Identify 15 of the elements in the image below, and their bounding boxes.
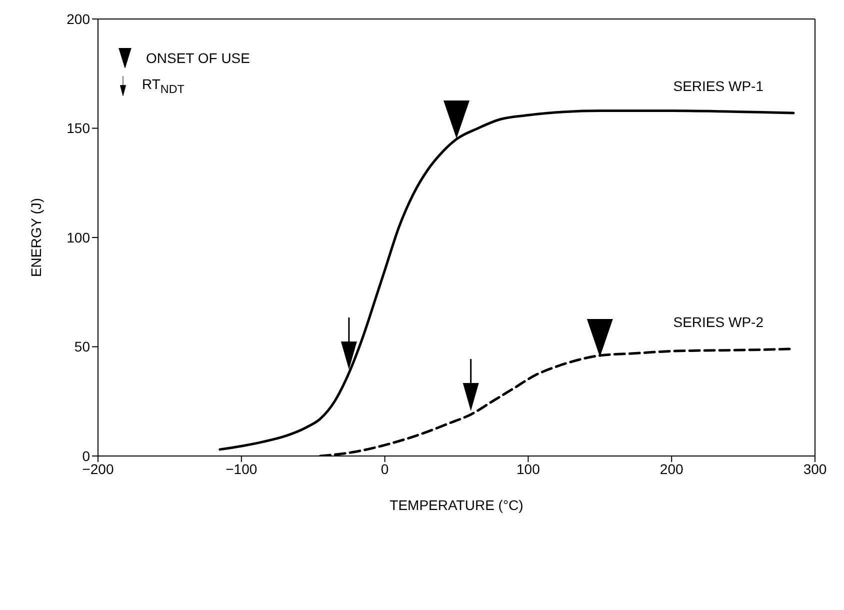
y-tick-label: 50 [74,338,90,355]
y-tick-label: 200 [66,10,90,27]
series-label: SERIES WP-1 [673,78,764,94]
legend-label: RT$_{NDT}$ [142,76,184,96]
legend-label: ONSET OF USE [146,50,250,66]
y-axis-title: ENERGY (J) [28,198,44,278]
series-label: SERIES WP-2 [673,314,764,330]
x-tick-label: 300 [803,460,827,477]
y-tick-label: 150 [66,120,90,136]
x-tick-label: 0 [380,460,389,477]
x-tick-label: 200 [660,460,684,477]
x-tick-label: −100 [226,460,258,477]
y-tick-label: 100 [66,229,90,246]
x-axis-title: TEMPERATURE (°C) [390,497,524,513]
x-tick-label: 100 [516,460,540,477]
